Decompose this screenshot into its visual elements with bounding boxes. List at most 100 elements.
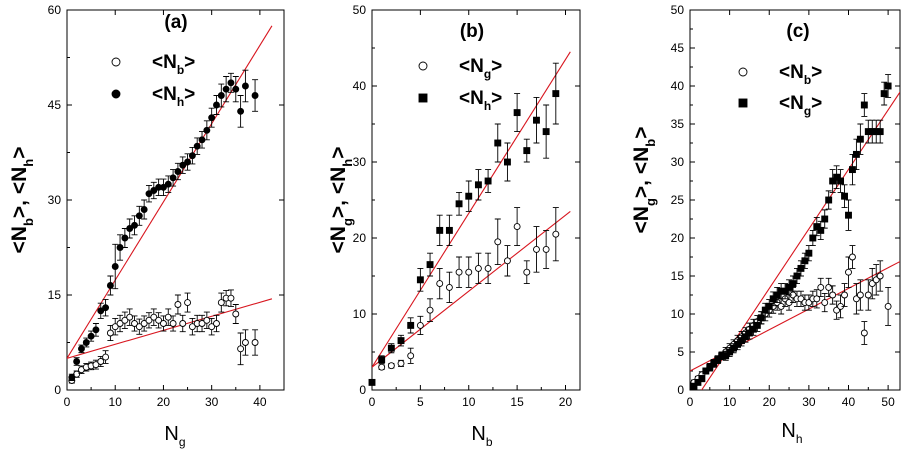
data-point (213, 320, 220, 327)
data-point (503, 158, 511, 166)
data-point (817, 226, 825, 234)
data-point (416, 321, 424, 329)
data-point (734, 340, 741, 348)
y-tick-label: 40 (353, 79, 367, 93)
x-tick-label: 30 (205, 395, 219, 409)
data-point (841, 291, 848, 299)
data-point (884, 302, 892, 310)
data-point (813, 223, 821, 231)
data-point (745, 329, 753, 337)
data-point (140, 206, 148, 213)
data-point (876, 128, 884, 136)
panel-label: (a) (164, 12, 187, 33)
fit-line-1 (372, 210, 571, 368)
data-point (397, 337, 405, 345)
data-point (742, 333, 749, 341)
panel-label: (b) (460, 21, 484, 42)
data-point (813, 295, 821, 303)
data-point (397, 359, 405, 367)
x-tick-label: 0 (64, 395, 71, 409)
data-point (533, 245, 540, 253)
data-point (769, 295, 777, 303)
data-point (106, 329, 114, 337)
data-point (876, 272, 884, 280)
data-point (213, 101, 220, 109)
data-point (92, 361, 100, 369)
data-point (445, 226, 453, 234)
data-point (140, 320, 148, 327)
data-point (251, 339, 259, 346)
legend-marker (111, 57, 121, 67)
data-point (179, 161, 187, 169)
x-tick-label: 10 (462, 395, 476, 409)
x-tick-label: 30 (802, 395, 816, 409)
data-point (184, 158, 192, 166)
data-point (494, 238, 502, 246)
chart-panel-2: 0 5 10 15 20 0 10 20 30 40 50 (b) <Ng> <Nh> Nb <Ng>, <N… (327, 3, 581, 449)
data-point (188, 323, 196, 331)
y-tick-label: 60 (48, 3, 62, 17)
data-point (825, 196, 833, 204)
data-point (494, 139, 502, 147)
data-point (241, 339, 249, 346)
data-point (368, 378, 376, 386)
data-point (208, 114, 216, 122)
chart-panel-1: 0 10 20 30 40 0 15 30 45 60 (a) <Nb> <Nh> Ng <Nb>, <Nh… (8, 3, 285, 449)
data-point (131, 320, 138, 327)
data-point (864, 291, 872, 299)
data-point (426, 261, 434, 269)
data-point (455, 268, 463, 276)
y-tick-label: 50 (671, 3, 685, 17)
legend-marker (111, 89, 121, 99)
series-1 (68, 289, 259, 384)
legend-marker (738, 67, 748, 77)
data-point (387, 362, 395, 370)
data-point (237, 107, 245, 115)
data-point (184, 299, 192, 307)
data-point (753, 321, 761, 329)
data-point (809, 234, 817, 242)
data-point (523, 147, 531, 155)
y-tick-label: 5 (677, 345, 684, 359)
data-point (82, 339, 90, 346)
data-point (407, 352, 415, 360)
data-point (845, 268, 852, 276)
x-axis-title: Ng (164, 423, 185, 449)
legend-label: <Nh> (459, 88, 502, 113)
data-point (145, 316, 153, 324)
x-tick-label: 5 (417, 395, 424, 409)
data-point (227, 79, 235, 87)
data-point (856, 135, 864, 143)
y-tick-label: 30 (671, 155, 685, 169)
data-point (111, 263, 119, 270)
data-point (436, 226, 444, 234)
data-point (164, 313, 172, 321)
legend-marker (738, 98, 748, 108)
data-point (436, 280, 444, 288)
series-2 (368, 62, 560, 386)
data-point (68, 373, 76, 381)
data-point (445, 283, 453, 291)
data-point (169, 320, 177, 327)
data-point (73, 358, 81, 365)
data-point (552, 90, 560, 98)
data-point (102, 304, 110, 312)
data-point (726, 348, 734, 356)
data-point (217, 92, 225, 99)
y-tick-label: 15 (671, 269, 685, 283)
y-tick-label: 30 (353, 155, 367, 169)
x-tick-label: 15 (510, 395, 524, 409)
data-point (251, 92, 259, 99)
data-point (241, 82, 249, 90)
y-tick-label: 50 (353, 3, 367, 17)
data-point (817, 283, 825, 291)
data-point (698, 375, 706, 383)
data-point (97, 358, 105, 365)
data-point (821, 215, 829, 223)
fit-line-2 (372, 51, 571, 368)
data-point (825, 283, 833, 291)
x-axis-title: Nh (781, 420, 802, 446)
data-point (106, 282, 114, 289)
data-point (860, 101, 868, 109)
data-point (845, 211, 852, 219)
